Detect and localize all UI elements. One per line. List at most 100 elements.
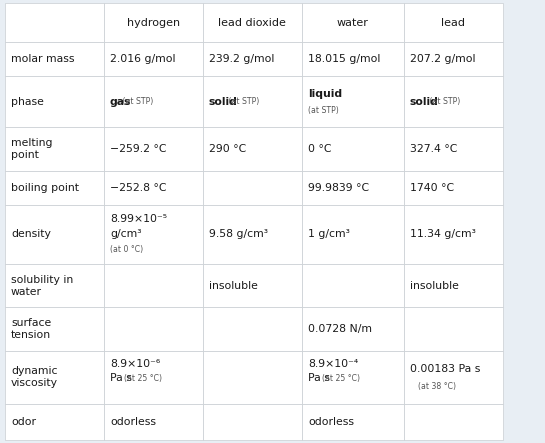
Text: 9.58 g/cm³: 9.58 g/cm³ — [209, 229, 268, 239]
Bar — [302, 128, 404, 171]
Bar — [302, 3, 404, 42]
Text: 239.2 g/mol: 239.2 g/mol — [209, 54, 274, 64]
Bar — [302, 350, 404, 404]
Bar — [404, 404, 502, 440]
Bar — [203, 264, 302, 307]
Text: liquid: liquid — [308, 89, 342, 99]
Bar — [5, 76, 104, 128]
Text: odorless: odorless — [308, 417, 354, 427]
Text: (at STP): (at STP) — [226, 97, 259, 106]
Text: solid: solid — [209, 97, 238, 107]
Bar — [203, 205, 302, 264]
Text: 207.2 g/mol: 207.2 g/mol — [410, 54, 475, 64]
Text: water: water — [337, 18, 368, 27]
Bar — [5, 350, 104, 404]
Bar — [203, 307, 302, 350]
Text: (at 25 °C): (at 25 °C) — [124, 374, 162, 383]
Bar — [404, 76, 502, 128]
Bar — [203, 171, 302, 205]
Bar — [404, 3, 502, 42]
Bar — [104, 264, 203, 307]
Bar — [203, 3, 302, 42]
Text: g/cm³: g/cm³ — [110, 229, 142, 239]
Text: hydrogen: hydrogen — [127, 18, 180, 27]
Text: boiling point: boiling point — [11, 183, 79, 193]
Text: 0.00183 Pa s: 0.00183 Pa s — [410, 364, 480, 374]
Bar — [302, 404, 404, 440]
Text: Pa s: Pa s — [308, 373, 330, 383]
Text: 8.9×10⁻⁶: 8.9×10⁻⁶ — [110, 359, 160, 369]
Bar — [203, 76, 302, 128]
Text: (at 25 °C): (at 25 °C) — [322, 374, 360, 383]
Bar — [104, 76, 203, 128]
Text: −259.2 °C: −259.2 °C — [110, 144, 166, 154]
Text: 327.4 °C: 327.4 °C — [410, 144, 457, 154]
Text: 11.34 g/cm³: 11.34 g/cm³ — [410, 229, 475, 239]
Bar — [5, 3, 104, 42]
Text: 0 °C: 0 °C — [308, 144, 331, 154]
Bar — [203, 128, 302, 171]
Bar — [404, 42, 502, 76]
Bar — [104, 128, 203, 171]
Text: (at 0 °C): (at 0 °C) — [110, 245, 143, 254]
Bar — [104, 205, 203, 264]
Text: 99.9839 °C: 99.9839 °C — [308, 183, 369, 193]
Text: odor: odor — [11, 417, 36, 427]
Text: 1 g/cm³: 1 g/cm³ — [308, 229, 350, 239]
Bar — [104, 42, 203, 76]
Text: (at 38 °C): (at 38 °C) — [417, 382, 456, 392]
Text: (at STP): (at STP) — [427, 97, 460, 106]
Text: gas: gas — [110, 97, 131, 107]
Text: molar mass: molar mass — [11, 54, 75, 64]
Bar — [104, 350, 203, 404]
Text: 290 °C: 290 °C — [209, 144, 246, 154]
Bar — [404, 205, 502, 264]
Bar — [302, 205, 404, 264]
Text: insoluble: insoluble — [410, 281, 458, 291]
Bar — [302, 307, 404, 350]
Bar — [302, 171, 404, 205]
Text: surface
tension: surface tension — [11, 318, 51, 340]
Text: solid: solid — [410, 97, 438, 107]
Bar — [5, 205, 104, 264]
Text: 1740 °C: 1740 °C — [410, 183, 453, 193]
Bar — [5, 264, 104, 307]
Bar — [104, 3, 203, 42]
Bar — [302, 264, 404, 307]
Bar — [5, 404, 104, 440]
Bar — [302, 76, 404, 128]
Text: lead: lead — [441, 18, 465, 27]
Bar — [104, 307, 203, 350]
Text: phase: phase — [11, 97, 44, 107]
Bar — [104, 404, 203, 440]
Text: solubility in
water: solubility in water — [11, 275, 73, 296]
Bar — [404, 307, 502, 350]
Text: Pa s: Pa s — [110, 373, 132, 383]
Text: odorless: odorless — [110, 417, 156, 427]
Bar — [5, 128, 104, 171]
Bar — [203, 350, 302, 404]
Text: (at STP): (at STP) — [120, 97, 154, 106]
Bar — [203, 404, 302, 440]
Text: melting
point: melting point — [11, 138, 52, 160]
Text: lead dioxide: lead dioxide — [219, 18, 286, 27]
Text: 0.0728 N/m: 0.0728 N/m — [308, 324, 372, 334]
Text: (at STP): (at STP) — [308, 106, 338, 116]
Text: 8.9×10⁻⁴: 8.9×10⁻⁴ — [308, 359, 358, 369]
Text: density: density — [11, 229, 51, 239]
Bar — [404, 128, 502, 171]
Text: dynamic
viscosity: dynamic viscosity — [11, 366, 58, 388]
Text: 18.015 g/mol: 18.015 g/mol — [308, 54, 380, 64]
Bar — [404, 264, 502, 307]
Text: insoluble: insoluble — [209, 281, 258, 291]
Bar — [203, 42, 302, 76]
Text: 2.016 g/mol: 2.016 g/mol — [110, 54, 175, 64]
Bar — [302, 42, 404, 76]
Text: −252.8 °C: −252.8 °C — [110, 183, 166, 193]
Bar — [5, 171, 104, 205]
Bar — [5, 42, 104, 76]
Bar — [404, 350, 502, 404]
Bar — [5, 307, 104, 350]
Bar — [404, 171, 502, 205]
Bar — [104, 171, 203, 205]
